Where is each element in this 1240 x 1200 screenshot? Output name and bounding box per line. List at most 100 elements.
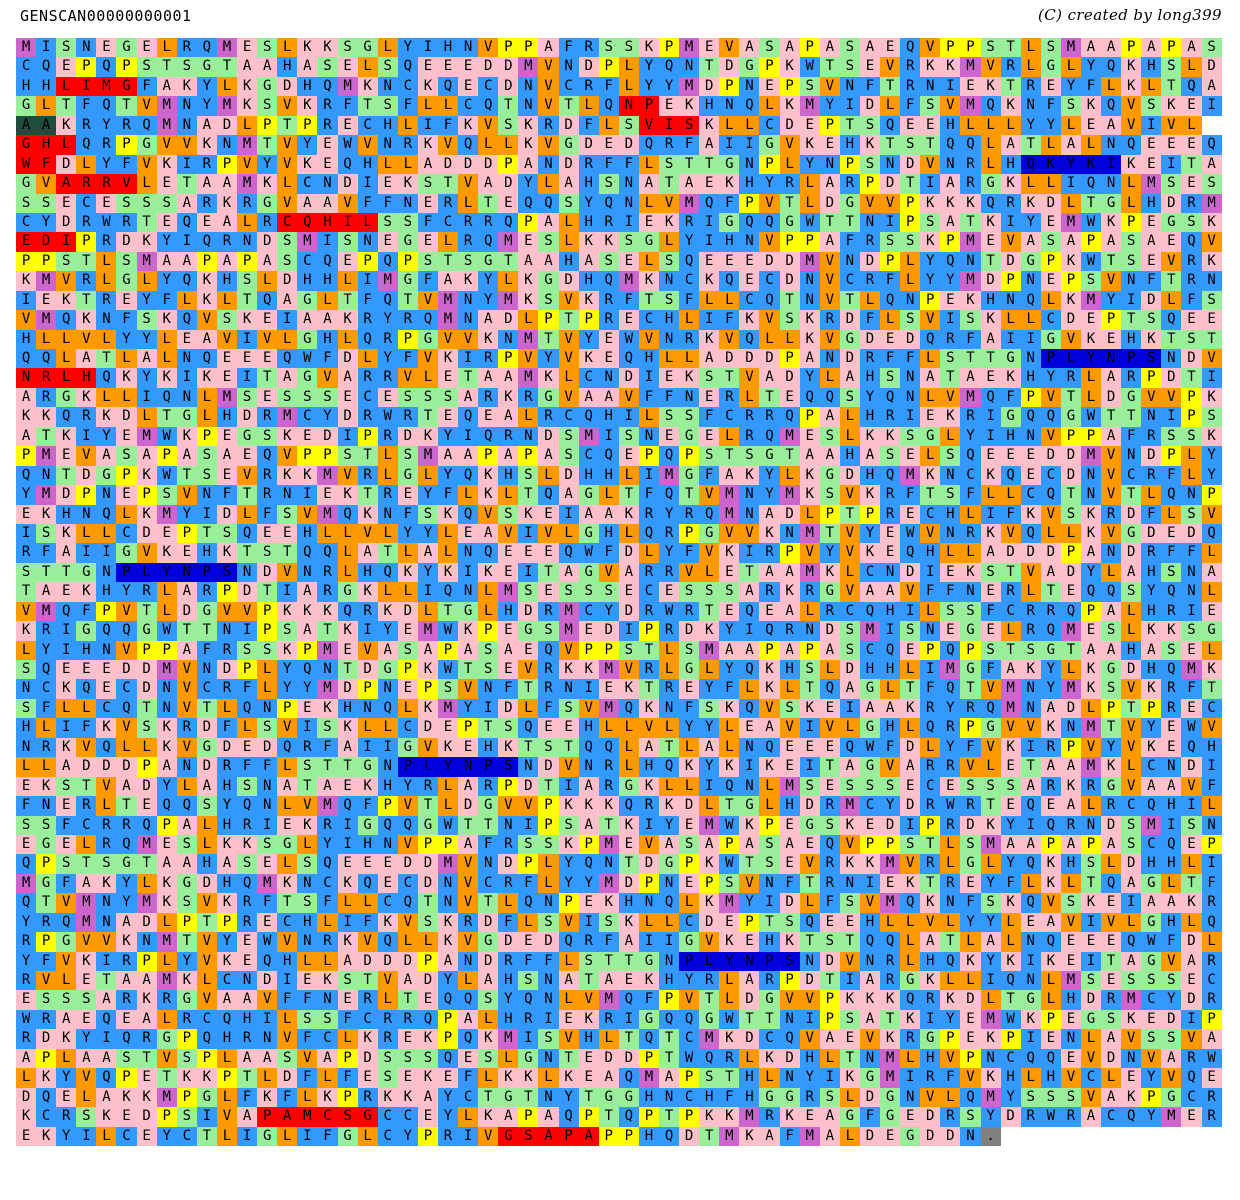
residue-cell: G bbox=[277, 834, 298, 855]
residue-cell: K bbox=[960, 290, 981, 311]
residue-cell: C bbox=[216, 971, 238, 991]
residue-cell: E bbox=[237, 38, 258, 58]
residue-cell: A bbox=[819, 232, 840, 252]
residue-cell: L bbox=[598, 1029, 619, 1049]
residue-cell: Q bbox=[478, 96, 499, 116]
residue-cell: M bbox=[779, 776, 800, 797]
residue-cell: G bbox=[859, 757, 881, 777]
residue-cell: D bbox=[618, 1048, 639, 1069]
residue-cell: A bbox=[859, 1009, 881, 1030]
residue-cell: K bbox=[739, 815, 760, 835]
residue-cell: T bbox=[277, 893, 298, 913]
residue-cell: D bbox=[558, 115, 579, 136]
residue-cell: E bbox=[337, 776, 358, 797]
residue-cell: R bbox=[36, 368, 57, 388]
residue-cell: P bbox=[397, 251, 418, 272]
residue-cell: I bbox=[56, 718, 77, 738]
residue-cell: H bbox=[578, 1029, 599, 1049]
residue-cell: E bbox=[1080, 932, 1102, 952]
residue-cell: H bbox=[940, 115, 961, 136]
residue-cell: A bbox=[739, 834, 760, 855]
residue-cell: I bbox=[337, 834, 358, 855]
residue-cell: A bbox=[237, 1048, 258, 1069]
residue-cell: Q bbox=[478, 426, 499, 447]
residue-cell: S bbox=[699, 698, 720, 719]
residue-cell: Q bbox=[36, 660, 57, 680]
residue-cell: C bbox=[317, 1029, 338, 1049]
residue-cell: F bbox=[699, 465, 720, 486]
residue-cell: P bbox=[819, 990, 840, 1010]
residue-cell: H bbox=[1141, 660, 1162, 680]
residue-cell: S bbox=[237, 854, 258, 874]
residue-cell: I bbox=[739, 135, 760, 155]
residue-cell: N bbox=[920, 621, 941, 641]
residue-cell: K bbox=[417, 135, 438, 155]
residue-cell: S bbox=[337, 1107, 358, 1127]
residue-cell: I bbox=[237, 621, 258, 641]
residue-cell: L bbox=[156, 951, 177, 971]
residue-cell: C bbox=[859, 640, 881, 660]
residue-cell: V bbox=[659, 193, 680, 213]
residue-cell: V bbox=[1040, 426, 1061, 447]
residue-cell: P bbox=[638, 621, 659, 641]
residue-cell: K bbox=[799, 485, 820, 505]
residue-cell: L bbox=[297, 834, 318, 855]
residue-cell: R bbox=[1201, 893, 1222, 913]
residue-cell: M bbox=[719, 485, 740, 505]
residue-cell: V bbox=[638, 718, 659, 738]
residue-cell: C bbox=[1141, 757, 1162, 777]
residue-cell: T bbox=[196, 912, 217, 933]
residue-cell: F bbox=[880, 737, 901, 758]
residue-cell: Q bbox=[759, 290, 780, 311]
residue-cell: S bbox=[36, 990, 57, 1010]
residue-cell: A bbox=[257, 57, 278, 77]
residue-cell: N bbox=[739, 76, 760, 97]
residue-cell: K bbox=[799, 329, 820, 349]
residue-cell: S bbox=[417, 251, 438, 272]
residue-cell: E bbox=[458, 76, 479, 97]
residue-cell: V bbox=[1121, 718, 1142, 738]
residue-cell: Y bbox=[156, 776, 177, 797]
residue-cell: C bbox=[578, 446, 599, 466]
residue-cell: T bbox=[618, 1029, 639, 1049]
residue-cell: L bbox=[699, 660, 720, 680]
residue-cell: V bbox=[1181, 1029, 1202, 1049]
residue-cell: P bbox=[558, 1126, 579, 1146]
residue-cell: N bbox=[1101, 174, 1122, 194]
residue-cell: V bbox=[679, 562, 700, 583]
residue-cell: E bbox=[618, 834, 639, 855]
residue-cell: L bbox=[1201, 932, 1222, 952]
residue-cell: R bbox=[498, 951, 519, 971]
residue-cell: D bbox=[237, 582, 258, 602]
residue-cell: F bbox=[880, 349, 901, 369]
residue-cell: E bbox=[1040, 796, 1061, 816]
residue-cell: E bbox=[216, 465, 238, 486]
residue-cell: T bbox=[1121, 407, 1142, 427]
residue-cell: G bbox=[538, 387, 559, 408]
residue-cell: A bbox=[719, 640, 740, 660]
residue-cell: L bbox=[1121, 193, 1142, 213]
residue-cell: E bbox=[156, 174, 177, 194]
residue-cell: I bbox=[900, 1068, 921, 1088]
residue-cell: D bbox=[900, 737, 921, 758]
residue-cell: H bbox=[859, 660, 881, 680]
residue-cell: E bbox=[1080, 115, 1102, 136]
residue-cell: R bbox=[76, 174, 97, 194]
residue-cell: E bbox=[216, 426, 238, 447]
residue-cell: F bbox=[558, 38, 579, 58]
residue-cell: S bbox=[518, 1126, 539, 1146]
residue-cell: K bbox=[36, 1068, 57, 1088]
residue-cell: I bbox=[1020, 1029, 1041, 1049]
residue-cell: E bbox=[1181, 640, 1202, 660]
residue-cell: E bbox=[699, 174, 720, 194]
residue-cell: V bbox=[1101, 912, 1122, 933]
residue-cell: A bbox=[1080, 1107, 1102, 1127]
residue-cell: F bbox=[36, 154, 57, 175]
residue-cell: H bbox=[498, 465, 519, 486]
residue-cell: Y bbox=[659, 815, 680, 835]
residue-cell: N bbox=[739, 232, 760, 252]
residue-cell: Y bbox=[819, 96, 840, 116]
residue-cell: I bbox=[900, 815, 921, 835]
residue-cell: P bbox=[960, 1048, 981, 1069]
